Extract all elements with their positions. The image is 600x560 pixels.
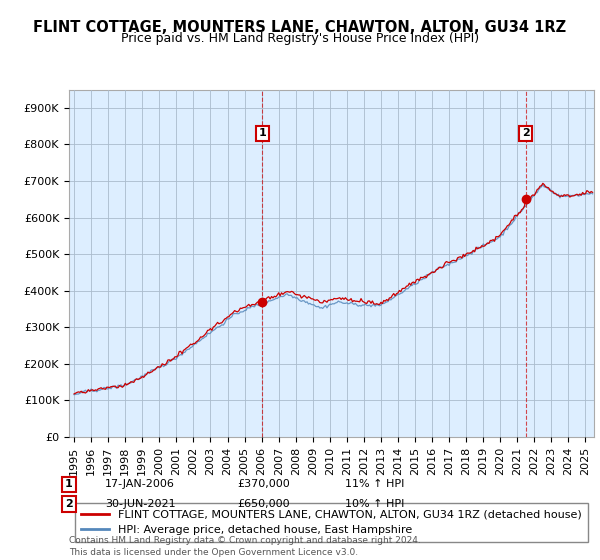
Text: 2: 2 <box>65 499 73 509</box>
Text: 30-JUN-2021: 30-JUN-2021 <box>105 499 176 509</box>
Text: 1: 1 <box>65 479 73 489</box>
Legend: FLINT COTTAGE, MOUNTERS LANE, CHAWTON, ALTON, GU34 1RZ (detached house), HPI: Av: FLINT COTTAGE, MOUNTERS LANE, CHAWTON, A… <box>74 503 589 542</box>
Text: 10% ↑ HPI: 10% ↑ HPI <box>345 499 404 509</box>
Text: 17-JAN-2006: 17-JAN-2006 <box>105 479 175 489</box>
Text: £650,000: £650,000 <box>237 499 290 509</box>
Text: Price paid vs. HM Land Registry's House Price Index (HPI): Price paid vs. HM Land Registry's House … <box>121 32 479 45</box>
Text: 11% ↑ HPI: 11% ↑ HPI <box>345 479 404 489</box>
Text: FLINT COTTAGE, MOUNTERS LANE, CHAWTON, ALTON, GU34 1RZ: FLINT COTTAGE, MOUNTERS LANE, CHAWTON, A… <box>34 20 566 35</box>
Text: Contains HM Land Registry data © Crown copyright and database right 2024.
This d: Contains HM Land Registry data © Crown c… <box>69 536 421 557</box>
Text: £370,000: £370,000 <box>237 479 290 489</box>
Text: 2: 2 <box>522 128 530 138</box>
Text: 1: 1 <box>259 128 266 138</box>
